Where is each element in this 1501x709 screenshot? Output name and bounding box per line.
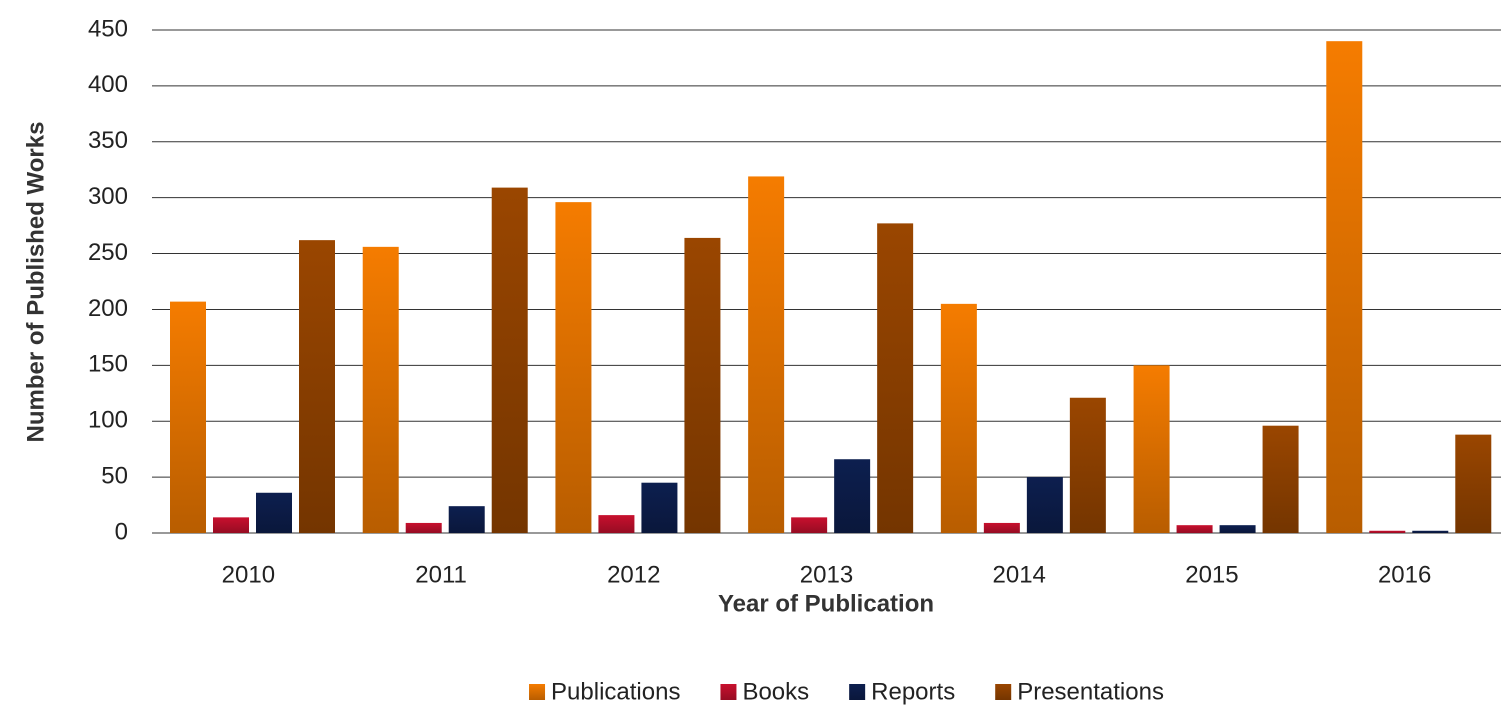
bar — [684, 237, 721, 533]
x-tick-label: 2014 — [993, 561, 1046, 588]
x-tick-label: 2015 — [1185, 561, 1238, 588]
x-tick-label: 2012 — [607, 561, 660, 588]
x-axis-title: Year of Publication — [718, 590, 934, 617]
bar — [362, 246, 399, 534]
bar — [213, 517, 249, 533]
y-tick-label: 250 — [88, 239, 128, 266]
x-tick-label: 2010 — [222, 561, 275, 588]
legend-marker — [995, 684, 1012, 700]
legend-marker — [849, 684, 866, 700]
bar — [1262, 425, 1299, 533]
bar — [877, 223, 914, 533]
y-tick-label: 350 — [88, 127, 128, 154]
bar — [748, 176, 785, 533]
bar — [1219, 525, 1256, 533]
legend-label: Presentations — [1017, 678, 1164, 705]
bar — [1326, 41, 1363, 534]
bar — [1026, 477, 1063, 533]
legend-marker — [720, 684, 737, 700]
bar — [791, 517, 828, 533]
bar — [448, 506, 485, 533]
bar — [491, 187, 528, 533]
bar — [1069, 397, 1106, 533]
bar — [983, 522, 1020, 533]
bar — [1369, 530, 1406, 533]
bar — [834, 459, 871, 533]
bar — [1133, 365, 1170, 533]
legend-label: Reports — [871, 678, 955, 705]
y-tick-label: 50 — [101, 462, 128, 489]
x-tick-label: 2013 — [800, 561, 853, 588]
legend-marker — [529, 684, 546, 700]
y-tick-label: 450 — [88, 15, 128, 42]
bar — [641, 482, 678, 533]
y-tick-label: 100 — [88, 407, 128, 434]
bar — [940, 303, 977, 533]
bar — [299, 240, 335, 534]
x-tick-label: 2011 — [415, 561, 467, 588]
bar — [555, 202, 592, 534]
legend-label: Publications — [551, 678, 680, 705]
bar — [1412, 530, 1449, 533]
y-tick-label: 400 — [88, 71, 128, 98]
bar — [405, 522, 442, 533]
y-tick-label: 200 — [88, 295, 128, 322]
y-tick-label: 0 — [115, 518, 128, 545]
x-tick-label: 2016 — [1378, 561, 1431, 588]
bar — [170, 301, 206, 533]
legend-label: Books — [742, 678, 809, 705]
y-tick-label: 150 — [88, 351, 128, 378]
y-tick-label: 300 — [88, 183, 128, 210]
bar — [598, 515, 635, 533]
bar — [1455, 434, 1492, 533]
y-axis-title: Number of Published Works — [22, 122, 49, 443]
bar — [1176, 525, 1213, 533]
bar — [256, 492, 292, 533]
